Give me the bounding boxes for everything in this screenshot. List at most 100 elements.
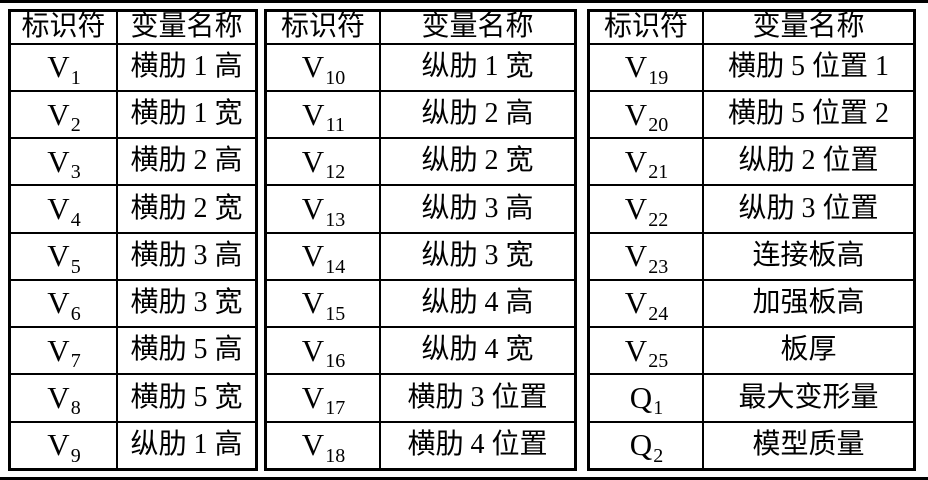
column-header-variable-name: 变量名称 [379, 9, 577, 45]
identifier-subscript: 15 [325, 303, 346, 326]
identifier-symbol: V [47, 427, 70, 463]
identifier-symbol: V [301, 379, 325, 415]
identifier-cell: V6 [8, 278, 118, 329]
identifier-cell: V13 [264, 184, 381, 234]
identifier-symbol: Q [629, 379, 653, 415]
variable-name-cell: 横肋 5 高 [116, 326, 258, 376]
identifier-symbol: V [47, 379, 70, 415]
identifier-cell: V17 [264, 373, 381, 423]
identifier-symbol: V [301, 191, 325, 227]
identifier-cell: Q1 [587, 373, 704, 423]
identifier-cell: V2 [8, 90, 118, 140]
table-row: V6 横肋 3 宽 [8, 278, 258, 329]
identifier-symbol: V [624, 238, 648, 274]
identifier-subscript: 24 [648, 303, 669, 326]
identifier-cell: V3 [8, 137, 118, 187]
identifier-subscript: 5 [70, 255, 81, 278]
identifier-cell: V14 [264, 231, 381, 281]
identifier-symbol: V [47, 96, 70, 132]
identifier-symbol: V [624, 96, 648, 132]
identifier-subscript: 19 [648, 66, 669, 89]
table-row: V23 连接板高 [587, 231, 916, 281]
identifier-cell: V10 [264, 42, 381, 93]
variable-name-cell: 横肋 5 宽 [116, 373, 258, 423]
identifier-cell: V5 [8, 231, 118, 281]
identifier-symbol: V [624, 49, 648, 85]
variable-name-cell: 横肋 3 位置 [379, 373, 577, 423]
table-row: V4 横肋 2 宽 [8, 184, 258, 234]
table-row: V1 横肋 1 高 [8, 42, 258, 93]
identifier-subscript: 22 [648, 208, 669, 231]
identifier-symbol: V [301, 427, 325, 463]
identifier-cell: V11 [264, 90, 381, 140]
identifier-cell: V22 [587, 184, 704, 234]
identifier-symbol: V [47, 191, 70, 227]
variable-name-cell: 纵肋 1 高 [116, 420, 258, 471]
variable-name-cell: 横肋 4 位置 [379, 420, 577, 471]
table-row: V22 纵肋 3 位置 [587, 184, 916, 234]
table-row: V19 横肋 5 位置 1 [587, 42, 916, 93]
identifier-cell: V25 [587, 326, 704, 376]
header-row: 标识符 变量名称 [264, 9, 577, 45]
identifier-subscript: 18 [325, 444, 346, 467]
identifier-subscript: 6 [70, 303, 81, 326]
identifier-symbol: V [624, 332, 648, 368]
identifier-subscript: 2 [70, 114, 81, 137]
subtable-3: 标识符 变量名称 V19 横肋 5 位置 1 V20 横肋 5 位置 2 V21 纵肋 2… [587, 9, 916, 471]
variable-name-cell: 纵肋 4 宽 [379, 326, 577, 376]
variable-name-cell: 纵肋 2 高 [379, 90, 577, 140]
variable-name-cell: 纵肋 1 宽 [379, 42, 577, 93]
identifier-cell: V12 [264, 137, 381, 187]
identifier-symbol: V [301, 285, 325, 321]
table-row: V16 纵肋 4 宽 [264, 326, 577, 376]
column-header-identifier: 标识符 [8, 9, 118, 45]
table-row: V7 横肋 5 高 [8, 326, 258, 376]
identifier-symbol: V [624, 191, 648, 227]
header-row: 标识符 变量名称 [8, 9, 258, 45]
table-row: V10 纵肋 1 宽 [264, 42, 577, 93]
identifier-subscript: 17 [325, 397, 346, 420]
variable-name-cell: 横肋 2 高 [116, 137, 258, 187]
identifier-subscript: 1 [653, 397, 664, 420]
variable-name-cell: 横肋 3 高 [116, 231, 258, 281]
identifier-subscript: 21 [648, 161, 669, 184]
table-row: V8 横肋 5 宽 [8, 373, 258, 423]
subtable-2-body: V10 纵肋 1 宽 V11 纵肋 2 高 V12 纵肋 2 宽 V13 纵肋 3 高 V14 纵… [264, 42, 577, 471]
identifier-cell: V19 [587, 42, 704, 93]
table-group: 标识符 变量名称 V1 横肋 1 高 V2 横肋 1 宽 V3 横肋 2 高 V4 横肋 2 … [8, 9, 916, 471]
variable-name-cell: 纵肋 2 位置 [702, 137, 916, 187]
table-row: V21 纵肋 2 位置 [587, 137, 916, 187]
identifier-symbol: V [47, 238, 70, 274]
table-row: V12 纵肋 2 宽 [264, 137, 577, 187]
subtable-1: 标识符 变量名称 V1 横肋 1 高 V2 横肋 1 宽 V3 横肋 2 高 V4 横肋 2 … [8, 9, 258, 471]
identifier-subscript: 4 [70, 208, 81, 231]
table-row: V25 板厚 [587, 326, 916, 376]
table-row: Q2 模型质量 [587, 420, 916, 471]
variable-name-cell: 连接板高 [702, 231, 916, 281]
table-row: V20 横肋 5 位置 2 [587, 90, 916, 140]
identifier-subscript: 2 [653, 444, 664, 467]
identifier-symbol: V [47, 49, 70, 85]
variable-name-cell: 纵肋 4 高 [379, 278, 577, 329]
table-row: V3 横肋 2 高 [8, 137, 258, 187]
column-header-identifier: 标识符 [264, 9, 381, 45]
identifier-cell: V24 [587, 278, 704, 329]
identifier-symbol: V [624, 143, 648, 179]
column-header-variable-name: 变量名称 [116, 9, 258, 45]
identifier-symbol: V [47, 285, 70, 321]
identifier-symbol: V [301, 49, 325, 85]
identifier-cell: V20 [587, 90, 704, 140]
identifier-subscript: 10 [325, 66, 346, 89]
subtable-2-header: 标识符 变量名称 [264, 9, 577, 45]
column-header-identifier: 标识符 [587, 9, 704, 45]
header-row: 标识符 变量名称 [587, 9, 916, 45]
identifier-cell: V23 [587, 231, 704, 281]
variable-name-cell: 纵肋 3 宽 [379, 231, 577, 281]
variable-name-cell: 横肋 1 宽 [116, 90, 258, 140]
identifier-cell: Q2 [587, 420, 704, 471]
identifier-symbol: V [624, 285, 648, 321]
variable-name-cell: 横肋 2 宽 [116, 184, 258, 234]
identifier-subscript: 20 [648, 114, 669, 137]
table-row: V15 纵肋 4 高 [264, 278, 577, 329]
